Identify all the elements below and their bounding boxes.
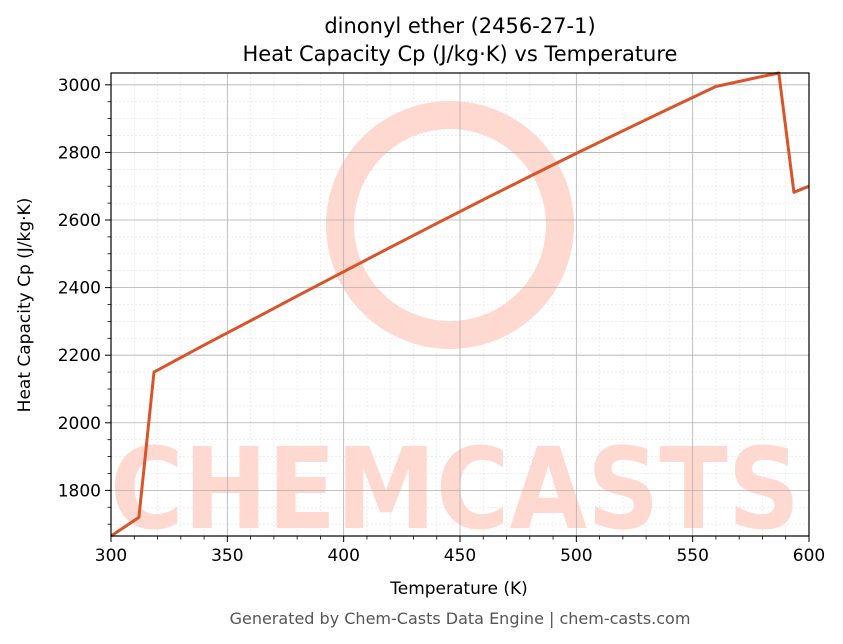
x-tick-label: 600 <box>793 546 825 566</box>
y-axis: 1800 2000 2200 2400 2600 2800 3000 <box>58 76 111 525</box>
x-axis: 300 350 400 450 500 550 600 <box>95 536 825 566</box>
series-line <box>110 71 810 538</box>
x-tick-label: 400 <box>327 546 359 566</box>
x-tick-label: 300 <box>95 546 127 566</box>
chemcasts-watermark: CHEMCASTS <box>110 101 800 555</box>
y-axis-label: Heat Capacity Cp (J/kg·K) <box>15 198 35 413</box>
x-tick-label: 550 <box>676 546 708 566</box>
x-tick-label: 500 <box>560 546 592 566</box>
chart-subtitle: Heat Capacity Cp (J/kg·K) vs Temperature <box>243 42 678 66</box>
y-tick-label: 3000 <box>58 76 101 96</box>
x-tick-label: 450 <box>444 546 476 566</box>
y-tick-label: 2800 <box>58 143 101 163</box>
y-tick-label: 2600 <box>58 211 101 231</box>
y-tick-label: 2200 <box>58 346 101 366</box>
x-axis-label: Temperature (K) <box>389 579 528 599</box>
y-tick-label: 1800 <box>58 481 101 501</box>
y-tick-label: 2000 <box>58 414 101 434</box>
x-tick-label: 350 <box>211 546 243 566</box>
footer-credit: Generated by Chem-Casts Data Engine | ch… <box>230 609 691 628</box>
y-tick-label: 2400 <box>58 279 101 299</box>
watermark-logo-ring <box>326 101 574 349</box>
chart-title: dinonyl ether (2456-27-1) <box>324 14 595 38</box>
major-grid <box>111 73 809 536</box>
